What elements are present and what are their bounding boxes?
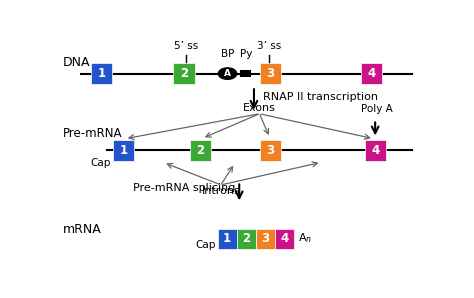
FancyBboxPatch shape bbox=[237, 229, 256, 249]
Text: Py: Py bbox=[240, 49, 252, 59]
Text: 1: 1 bbox=[98, 67, 106, 80]
Text: 4: 4 bbox=[367, 67, 375, 80]
Text: Cap: Cap bbox=[91, 158, 111, 168]
FancyBboxPatch shape bbox=[275, 229, 294, 249]
FancyBboxPatch shape bbox=[113, 140, 134, 161]
Text: 3’ ss: 3’ ss bbox=[256, 41, 281, 51]
Text: A: A bbox=[224, 69, 231, 78]
Text: BP: BP bbox=[221, 49, 234, 59]
Text: 2: 2 bbox=[180, 67, 188, 80]
Text: Introns: Introns bbox=[201, 186, 240, 196]
FancyBboxPatch shape bbox=[218, 229, 237, 249]
FancyBboxPatch shape bbox=[190, 140, 211, 161]
FancyBboxPatch shape bbox=[240, 70, 251, 77]
Text: A$_n$: A$_n$ bbox=[298, 231, 312, 245]
Text: 3: 3 bbox=[261, 232, 269, 245]
Text: mRNA: mRNA bbox=[63, 223, 102, 236]
Text: 5’ ss: 5’ ss bbox=[174, 41, 198, 51]
Text: 2: 2 bbox=[242, 232, 250, 245]
Text: Pre-mRNA splicing: Pre-mRNA splicing bbox=[133, 183, 236, 193]
Text: 1: 1 bbox=[119, 144, 128, 157]
FancyBboxPatch shape bbox=[260, 63, 281, 84]
Text: Cap: Cap bbox=[195, 240, 215, 249]
Text: 3: 3 bbox=[266, 144, 274, 157]
Text: DNA: DNA bbox=[63, 56, 91, 69]
Circle shape bbox=[219, 68, 237, 79]
FancyBboxPatch shape bbox=[173, 63, 195, 84]
Text: Poly A: Poly A bbox=[361, 104, 393, 114]
Text: 4: 4 bbox=[371, 144, 379, 157]
Text: 1: 1 bbox=[223, 232, 231, 245]
FancyBboxPatch shape bbox=[365, 140, 386, 161]
Text: Pre-mRNA: Pre-mRNA bbox=[63, 127, 122, 140]
Text: 4: 4 bbox=[280, 232, 289, 245]
FancyBboxPatch shape bbox=[260, 140, 281, 161]
Text: RNAP II transcription: RNAP II transcription bbox=[263, 91, 378, 102]
Text: 3: 3 bbox=[266, 67, 274, 80]
Text: 2: 2 bbox=[197, 144, 205, 157]
FancyBboxPatch shape bbox=[91, 63, 112, 84]
FancyBboxPatch shape bbox=[256, 229, 275, 249]
FancyBboxPatch shape bbox=[361, 63, 382, 84]
Text: Exons: Exons bbox=[243, 103, 276, 113]
